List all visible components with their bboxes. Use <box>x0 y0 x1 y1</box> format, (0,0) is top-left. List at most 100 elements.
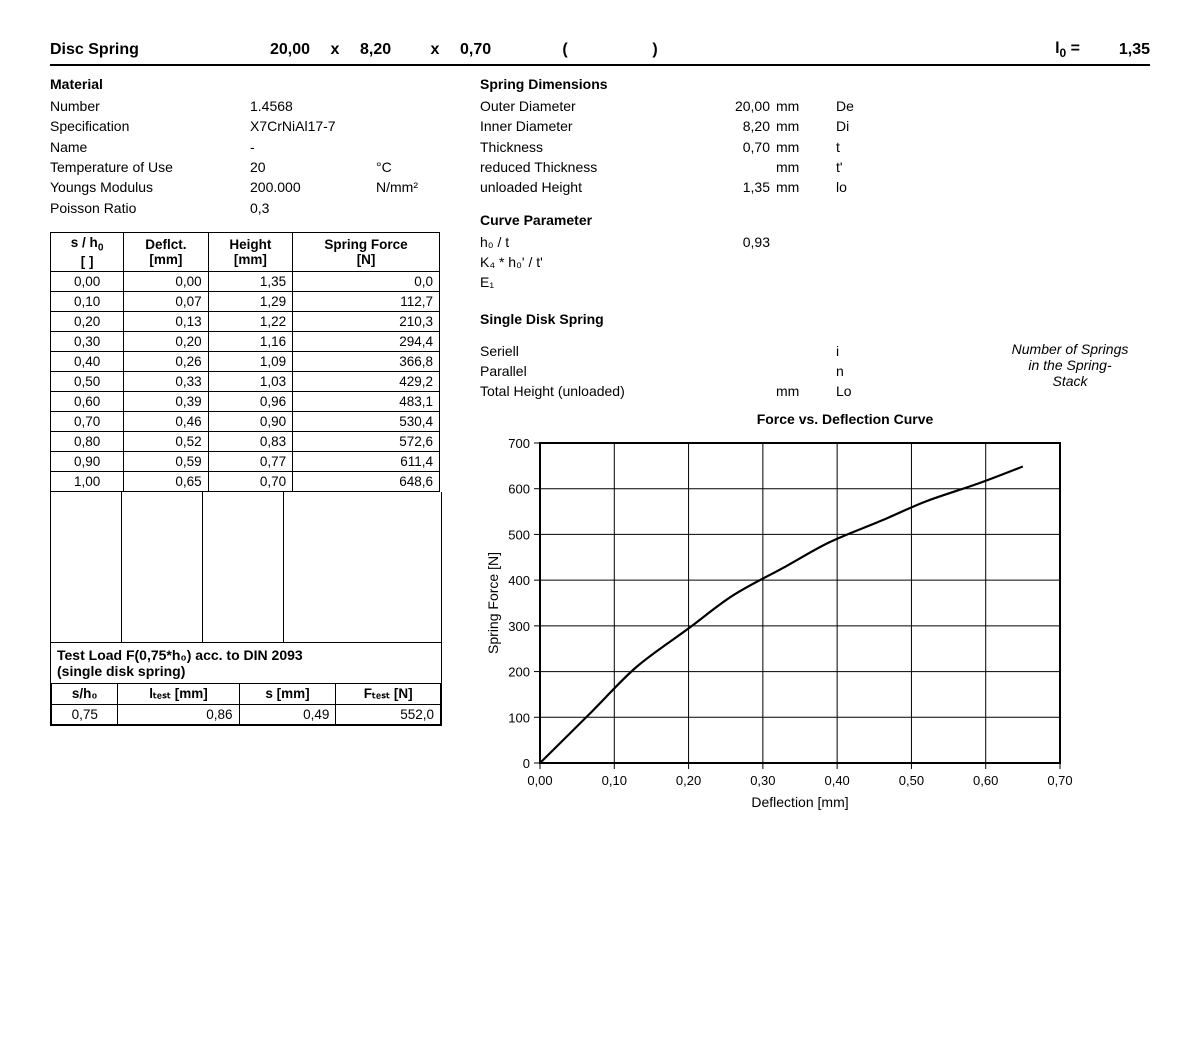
table-cell: 429,2 <box>293 371 440 391</box>
table-cell: 0,83 <box>208 431 293 451</box>
table-cell: 0,65 <box>124 471 208 491</box>
material-value: 200.000 <box>250 177 370 197</box>
header-sep1: x <box>310 41 360 59</box>
header-sep2: x <box>410 41 460 59</box>
table-cell: 0,70 <box>208 471 293 491</box>
header-l0-value: 1,35 <box>1080 41 1150 59</box>
material-row: Temperature of Use20°C <box>50 157 450 177</box>
test-td: 0,75 <box>52 704 118 724</box>
table-cell: 0,90 <box>208 411 293 431</box>
svg-text:0,60: 0,60 <box>973 773 998 788</box>
material-unit: °C <box>370 157 436 177</box>
deflection-table: s / h0[ ] Deflct.[mm] Height[mm] Spring … <box>50 232 440 492</box>
single-spring-value <box>690 381 770 401</box>
svg-text:500: 500 <box>508 528 530 543</box>
dimension-label: reduced Thickness <box>480 157 690 177</box>
dimension-unit: mm <box>770 157 836 177</box>
dimension-row: unloaded Height1,35mmlo <box>480 177 1150 197</box>
material-label: Number <box>50 96 250 116</box>
table-cell: 0,07 <box>124 291 208 311</box>
table-cell: 0,30 <box>51 331 124 351</box>
single-spring-label: Parallel <box>480 361 690 381</box>
dimension-symbol: Di <box>836 116 876 136</box>
dimension-unit: mm <box>770 116 836 136</box>
table-cell: 0,10 <box>51 291 124 311</box>
material-value: X7CrNiAl17-7 <box>250 116 370 136</box>
table-row: 0,900,590,77611,4 <box>51 451 440 471</box>
material-row: SpecificationX7CrNiAl17-7 <box>50 116 450 136</box>
single-spring-row: Serielli <box>480 341 990 361</box>
table-cell: 1,16 <box>208 331 293 351</box>
test-th: Fₜₑₛₜ [N] <box>336 683 441 704</box>
table-cell: 1,03 <box>208 371 293 391</box>
curve-param-row: K₄ * h₀' / t' <box>480 252 1150 272</box>
dimension-value <box>690 157 770 177</box>
material-label: Name <box>50 137 250 157</box>
svg-text:0,50: 0,50 <box>899 773 924 788</box>
dimension-value: 0,70 <box>690 137 770 157</box>
single-spring-row: Total Height (unloaded)mmLo <box>480 381 990 401</box>
svg-text:0: 0 <box>523 756 530 771</box>
empty-box <box>50 492 442 643</box>
svg-text:Deflection [mm]: Deflection [mm] <box>751 794 848 810</box>
material-row: Name- <box>50 137 450 157</box>
table-cell: 648,6 <box>293 471 440 491</box>
table-cell: 0,90 <box>51 451 124 471</box>
material-unit: N/mm² <box>370 177 436 197</box>
table-cell: 530,4 <box>293 411 440 431</box>
test-td: 552,0 <box>336 704 441 724</box>
th-force: Spring Force[N] <box>293 232 440 271</box>
header-paren-close: ) <box>610 41 700 59</box>
table-row: 0,500,331,03429,2 <box>51 371 440 391</box>
header-dim1: 20,00 <box>240 41 310 59</box>
table-cell: 294,4 <box>293 331 440 351</box>
single-spring-symbol: n <box>836 361 876 381</box>
material-label: Youngs Modulus <box>50 177 250 197</box>
header-row: Disc Spring 20,00 x 8,20 x 0,70 ( ) l0 =… <box>50 40 1150 66</box>
table-cell: 1,09 <box>208 351 293 371</box>
dimension-label: unloaded Height <box>480 177 690 197</box>
svg-text:0,30: 0,30 <box>750 773 775 788</box>
table-row: 1,000,650,70648,6 <box>51 471 440 491</box>
table-row: 0,200,131,22210,3 <box>51 311 440 331</box>
material-value: 0,3 <box>250 198 370 218</box>
table-cell: 0,46 <box>124 411 208 431</box>
dimension-unit: mm <box>770 137 836 157</box>
test-load-box: Test Load F(0,75*h₀) acc. to DIN 2093 (s… <box>50 643 442 726</box>
single-spring-row: Parallel n <box>480 361 990 381</box>
table-cell: 210,3 <box>293 311 440 331</box>
material-row: Number1.4568 <box>50 96 450 116</box>
table-cell: 572,6 <box>293 431 440 451</box>
table-row: 0,600,390,96483,1 <box>51 391 440 411</box>
chart-title: Force vs. Deflection Curve <box>540 411 1150 427</box>
th-height: Height[mm] <box>208 232 293 271</box>
table-cell: 1,35 <box>208 271 293 291</box>
dimension-symbol: De <box>836 96 876 116</box>
test-td: 0,49 <box>239 704 336 724</box>
material-row: Youngs Modulus200.000N/mm² <box>50 177 450 197</box>
table-cell: 483,1 <box>293 391 440 411</box>
material-value: 20 <box>250 157 370 177</box>
table-row: 0,400,261,09366,8 <box>51 351 440 371</box>
dimension-unit: mm <box>770 96 836 116</box>
table-cell: 0,0 <box>293 271 440 291</box>
table-cell: 0,52 <box>124 431 208 451</box>
table-cell: 0,60 <box>51 391 124 411</box>
dimensions-title: Spring Dimensions <box>480 76 1150 92</box>
curve-param-label: E₁ <box>480 272 690 292</box>
material-row: Poisson Ratio0,3 <box>50 198 450 218</box>
dimension-unit: mm <box>770 177 836 197</box>
material-label: Specification <box>50 116 250 136</box>
table-cell: 0,00 <box>124 271 208 291</box>
table-cell: 0,96 <box>208 391 293 411</box>
svg-text:0,40: 0,40 <box>824 773 849 788</box>
curve-param-value: 0,93 <box>690 232 770 252</box>
svg-text:Spring Force [N]: Spring Force [N] <box>485 552 501 654</box>
single-spring-label: Total Height (unloaded) <box>480 381 690 401</box>
spring-stack-note: Number of Springs in the Spring- Stack <box>990 341 1150 402</box>
table-cell: 366,8 <box>293 351 440 371</box>
svg-text:200: 200 <box>508 665 530 680</box>
dimension-value: 8,20 <box>690 116 770 136</box>
single-spring-unit: mm <box>770 381 836 401</box>
table-cell: 0,80 <box>51 431 124 451</box>
